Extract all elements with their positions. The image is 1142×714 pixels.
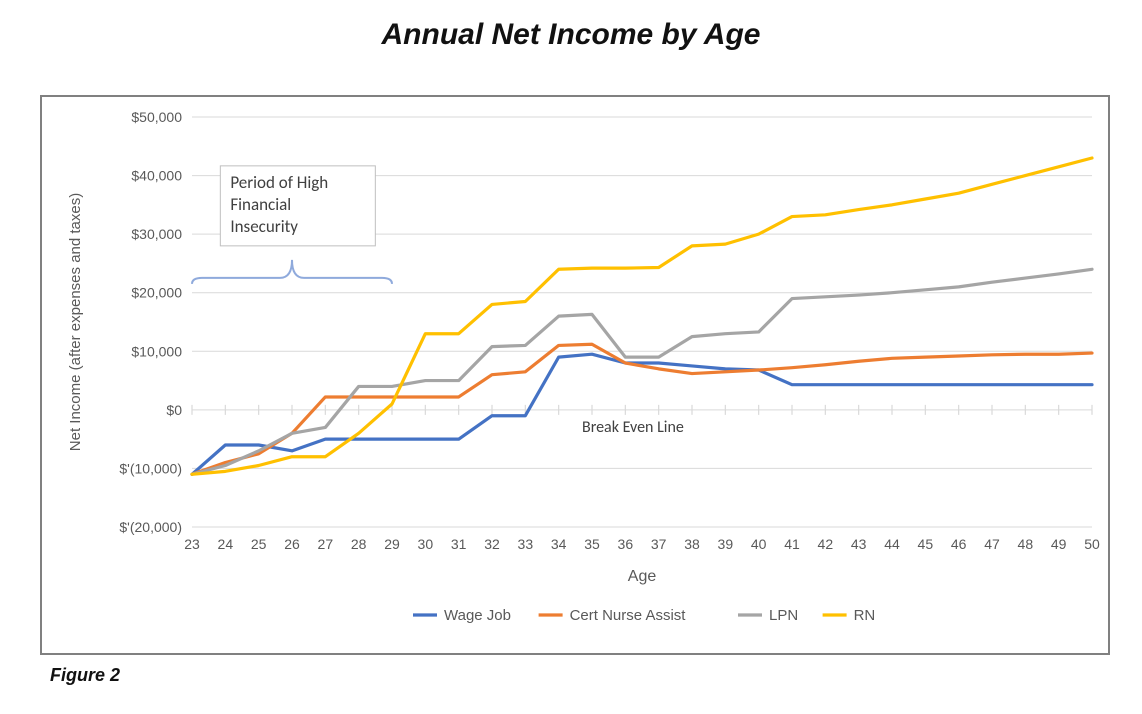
svg-text:36: 36	[618, 536, 634, 552]
figure-caption: Figure 2	[50, 665, 120, 686]
svg-text:48: 48	[1018, 536, 1034, 552]
svg-text:47: 47	[984, 536, 1000, 552]
page-root: Annual Net Income by Age $'(20,000) $'(10…	[0, 0, 1142, 714]
svg-text:Wage Job: Wage Job	[444, 607, 511, 624]
svg-text:25: 25	[251, 536, 267, 552]
svg-text:$'(10,000): $'(10,000)	[119, 460, 182, 476]
svg-text:$30,000: $30,000	[131, 226, 182, 242]
svg-text:27: 27	[318, 536, 334, 552]
svg-text:Financial: Financial	[230, 194, 291, 215]
svg-text:$20,000: $20,000	[131, 285, 182, 301]
svg-text:$50,000: $50,000	[131, 109, 182, 125]
svg-text:42: 42	[818, 536, 834, 552]
svg-text:46: 46	[951, 536, 967, 552]
svg-text:$0: $0	[166, 402, 182, 418]
svg-text:29: 29	[384, 536, 400, 552]
svg-text:44: 44	[884, 536, 900, 552]
svg-text:49: 49	[1051, 536, 1067, 552]
svg-text:$40,000: $40,000	[131, 168, 182, 184]
svg-text:32: 32	[484, 536, 500, 552]
svg-text:34: 34	[551, 536, 567, 552]
svg-text:50: 50	[1084, 536, 1100, 552]
svg-text:41: 41	[784, 536, 800, 552]
svg-text:45: 45	[918, 536, 934, 552]
svg-text:31: 31	[451, 536, 467, 552]
svg-text:35: 35	[584, 536, 600, 552]
svg-text:Period of High: Period of High	[230, 172, 328, 193]
svg-text:28: 28	[351, 536, 367, 552]
svg-text:Insecurity: Insecurity	[230, 216, 298, 237]
svg-text:43: 43	[851, 536, 867, 552]
chart-title: Annual Net Income by Age	[0, 0, 1142, 62]
svg-text:Break Even Line: Break Even Line	[582, 418, 684, 437]
svg-text:38: 38	[684, 536, 700, 552]
chart-frame: $'(20,000) $'(10,000) $0 $10,000 $20,000 $30,…	[40, 95, 1110, 655]
svg-text:Cert Nurse Assist: Cert Nurse Assist	[570, 607, 687, 624]
svg-text:LPN: LPN	[769, 607, 798, 624]
svg-text:$10,000: $10,000	[131, 343, 182, 359]
svg-text:39: 39	[718, 536, 734, 552]
svg-text:40: 40	[751, 536, 767, 552]
svg-text:23: 23	[184, 536, 200, 552]
svg-text:Net Income (after expenses and: Net Income (after expenses and taxes)	[67, 193, 84, 451]
svg-text:30: 30	[418, 536, 434, 552]
series-line-lpn	[192, 269, 1092, 474]
svg-text:37: 37	[651, 536, 667, 552]
svg-text:26: 26	[284, 536, 300, 552]
svg-text:Age: Age	[628, 568, 657, 585]
svg-text:33: 33	[518, 536, 534, 552]
chart-svg: $'(20,000) $'(10,000) $0 $10,000 $20,000 $30,…	[42, 97, 1108, 653]
svg-text:$'(20,000): $'(20,000)	[119, 519, 182, 535]
svg-text:RN: RN	[854, 607, 876, 624]
svg-text:24: 24	[218, 536, 234, 552]
